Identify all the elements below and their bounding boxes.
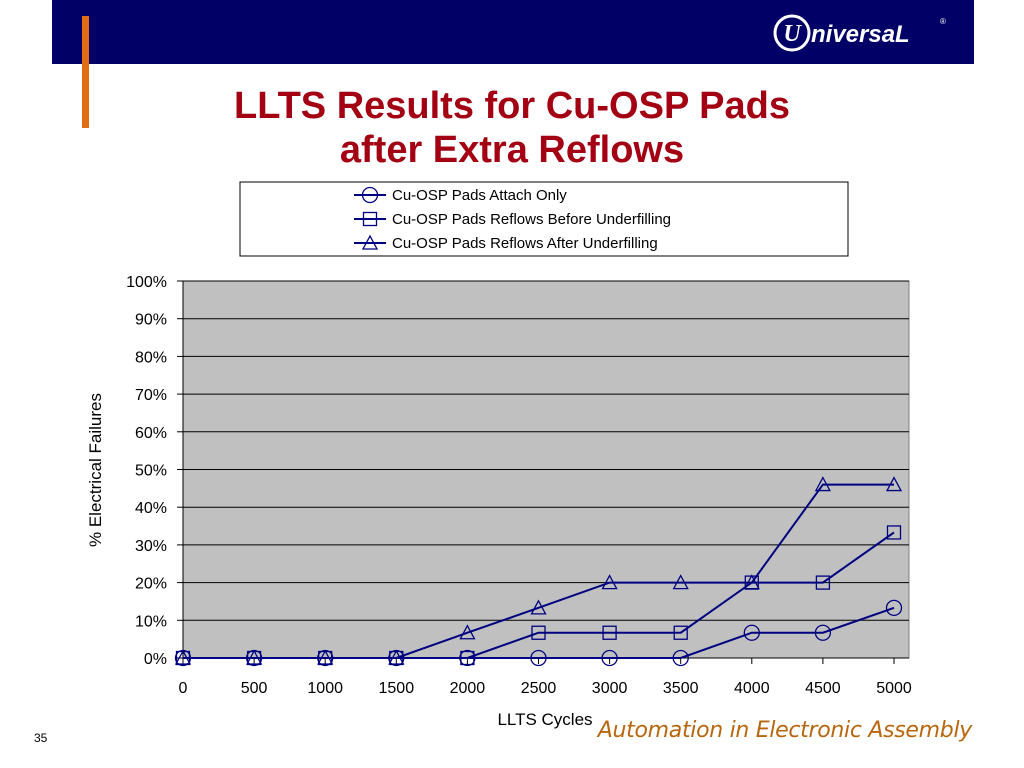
data-point-square xyxy=(531,625,546,640)
data-point-square xyxy=(886,525,902,540)
y-tick-label: 50% xyxy=(135,463,167,480)
legend-label: Cu-OSP Pads Attach Only xyxy=(392,187,567,204)
x-tick-label: 5000 xyxy=(876,680,912,697)
data-point-triangle xyxy=(317,649,334,665)
chart-legend: Cu-OSP Pads Attach Only Cu-OSP Pads Reflo… xyxy=(239,181,849,257)
slide-title: LLTS Results for Cu-OSP Pads after Extra… xyxy=(120,84,904,172)
y-tick-label: 70% xyxy=(135,387,167,404)
legend-item: Cu-OSP Pads Reflows Before Underfilling xyxy=(354,211,671,228)
legend-item: Cu-OSP Pads Reflows After Underfilling xyxy=(354,234,658,252)
legend-marker-triangle xyxy=(361,234,379,250)
data-point-triangle xyxy=(743,574,760,590)
slide-title-line-2: after Extra Reflows xyxy=(339,129,685,171)
y-tick-label: 40% xyxy=(135,500,167,517)
data-point-triangle xyxy=(530,599,547,615)
data-point-triangle xyxy=(174,649,192,665)
data-point-triangle xyxy=(459,624,476,640)
data-point-triangle xyxy=(246,649,263,665)
series-triangle xyxy=(174,476,903,665)
legend-marker-square xyxy=(362,211,378,227)
data-point-circle xyxy=(530,649,547,667)
x-tick-label: 4000 xyxy=(734,680,770,697)
data-point-triangle xyxy=(672,574,689,590)
y-axis-label: % Electrical Failures xyxy=(86,393,105,547)
universal-logo: U niversaL ® xyxy=(773,14,946,52)
data-point-square xyxy=(673,625,688,640)
legend-label: Cu-OSP Pads Reflows Before Underfilling xyxy=(392,211,671,228)
accent-bar xyxy=(82,16,89,128)
header-bar xyxy=(52,0,974,64)
data-point-circle xyxy=(885,599,903,617)
series-line xyxy=(183,483,894,659)
legend-label: Cu-OSP Pads Reflows After Underfilling xyxy=(392,235,658,252)
x-tick-label: 1500 xyxy=(379,680,415,697)
x-tick-label: 3000 xyxy=(592,680,628,697)
data-point-square xyxy=(602,625,617,640)
svg-text:®: ® xyxy=(940,17,946,26)
y-tick-label: 30% xyxy=(135,538,167,555)
y-tick-label: 60% xyxy=(135,425,167,442)
x-tick-label: 0 xyxy=(179,680,188,697)
y-tick-label: 90% xyxy=(135,312,167,329)
x-tick-label: 1000 xyxy=(307,680,343,697)
data-point-square xyxy=(460,650,475,666)
page-number: 35 xyxy=(34,731,48,745)
data-point-circle xyxy=(743,624,760,641)
data-point-triangle xyxy=(814,476,831,492)
x-tick-label: 4500 xyxy=(805,680,841,697)
y-tick-label: 20% xyxy=(135,576,167,593)
slide-title-line-1: LLTS Results for Cu-OSP Pads xyxy=(233,85,790,127)
y-tick-label: 80% xyxy=(135,349,167,366)
legend-marker-circle xyxy=(361,186,379,204)
x-tick-label: 2500 xyxy=(521,680,557,697)
data-point-circle xyxy=(814,624,832,641)
svg-text:U: U xyxy=(783,21,802,47)
x-tick-label: 500 xyxy=(241,680,268,697)
x-tick-label: 2000 xyxy=(450,680,486,697)
data-point-triangle xyxy=(885,476,903,492)
data-point-square xyxy=(815,575,831,590)
data-point-circle xyxy=(672,649,689,667)
data-point-circle xyxy=(601,649,618,667)
legend-box xyxy=(239,181,849,257)
data-point-triangle xyxy=(601,574,618,590)
y-tick-label: 0% xyxy=(144,651,167,668)
y-tick-label: 100% xyxy=(126,274,167,291)
legend-item: Cu-OSP Pads Attach Only xyxy=(354,186,567,204)
y-tick-label: 10% xyxy=(135,613,167,630)
svg-text:niversaL: niversaL xyxy=(811,21,910,48)
tagline: Automation in Electronic Assembly xyxy=(597,718,973,743)
data-point-triangle xyxy=(388,649,405,665)
x-tick-label: 3500 xyxy=(663,680,699,697)
x-axis-label: LLTS Cycles xyxy=(497,710,592,729)
